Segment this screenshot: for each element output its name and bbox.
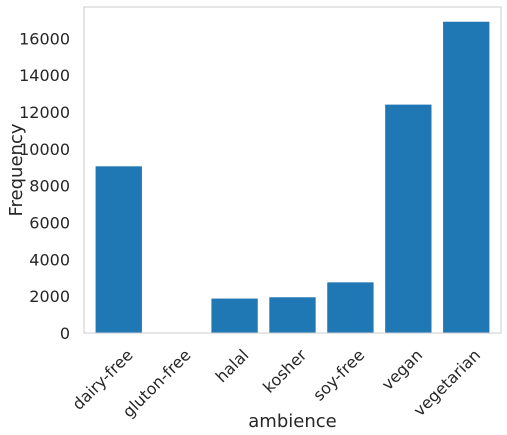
bar-dairy-free [95, 166, 142, 333]
y-tick-label: 12000 [19, 103, 70, 122]
y-tick-label: 8000 [29, 177, 70, 196]
x-tick-label: soy-free [309, 345, 368, 404]
bars-group [95, 21, 490, 334]
bar-vegetarian [443, 21, 490, 333]
x-axis-title: ambience [248, 411, 336, 432]
bar-kosher [269, 297, 316, 333]
plot-frame [83, 6, 502, 334]
y-tick-label: 4000 [29, 250, 70, 269]
x-tick-label: vegan [378, 345, 426, 393]
y-tick-label: 0 [60, 324, 70, 343]
y-tick-label: 14000 [19, 66, 70, 85]
y-tick-label: 10000 [19, 140, 70, 159]
x-tick-label: halal [212, 345, 253, 386]
y-axis-title: Frequency [6, 123, 27, 216]
y-tick-label: 2000 [29, 287, 70, 306]
y-tick-label: 6000 [29, 213, 70, 232]
bar-halal [211, 298, 258, 333]
x-tick-label: kosher [259, 345, 310, 396]
bar-vegan [385, 104, 432, 334]
y-tick-label: 16000 [19, 29, 70, 48]
bar-soy-free [327, 282, 374, 333]
y-axis-ticks: 0 2000 4000 6000 8000 10000 12000 14000 16000 [19, 29, 70, 343]
